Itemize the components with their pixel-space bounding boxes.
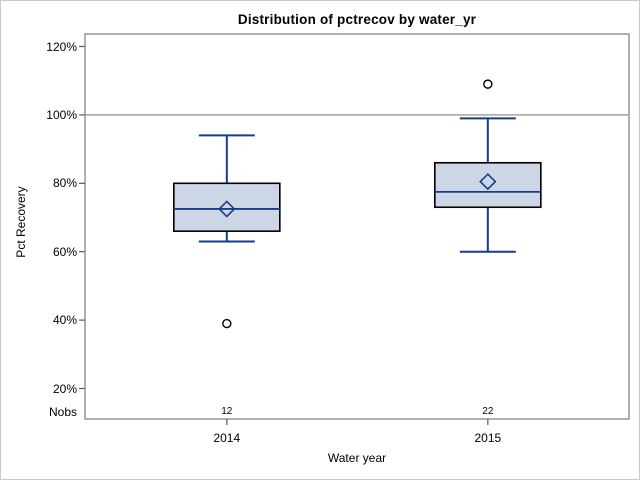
chart-title: Distribution of pctrecov by water_yr	[237, 12, 477, 27]
y-tick-label: 40%	[52, 313, 77, 328]
x-category-label: 2014	[213, 431, 241, 445]
y-tick-label: 80%	[52, 176, 77, 191]
x-category-label: 2015	[474, 431, 502, 445]
plot-area-border	[84, 33, 630, 420]
nobs-value: 22	[482, 406, 494, 417]
y-tick-label: 100%	[46, 107, 77, 122]
y-tick-label: 120%	[46, 39, 77, 54]
iqr-box-2014	[173, 182, 281, 232]
outlier-point-2014	[222, 318, 232, 329]
y-tick-label: 20%	[52, 381, 77, 396]
iqr-box-2015	[434, 161, 542, 209]
x-axis-title: Water year	[327, 451, 387, 465]
outlier-point-2015	[483, 79, 493, 89]
mean-diamond-2014	[218, 200, 236, 218]
nobs-row-header: Nobs	[48, 405, 77, 419]
nobs-value: 12	[221, 406, 233, 417]
mean-diamond-2015	[479, 172, 497, 191]
y-tick-label: 60%	[52, 244, 77, 259]
